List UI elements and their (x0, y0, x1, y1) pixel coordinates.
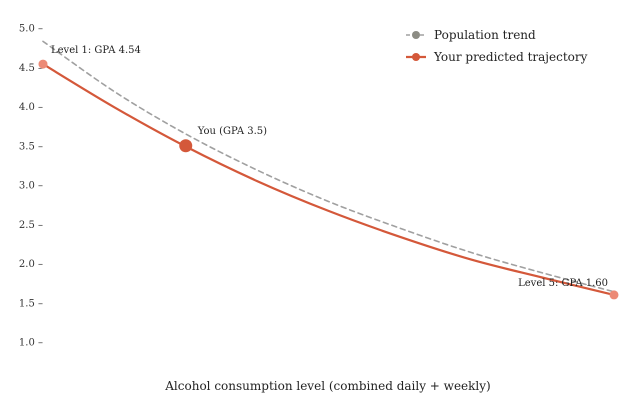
series-layer (41, 40, 616, 296)
you-point-marker (179, 139, 193, 153)
x-axis-title: Alcohol consumption level (combined dail… (164, 379, 490, 393)
y-tick-label: 3.5 – (19, 141, 43, 152)
legend-marker-your-trajectory (412, 53, 420, 61)
y-axis: 1.0 – 1.5 – 2.0 – 2.5 – 3.0 – 3.5 – 4.0 – 4.5 –… (19, 24, 43, 349)
legend: Population trend Your predicted trajecto… (406, 28, 588, 64)
y-tick-label: 2.0 – (19, 259, 43, 270)
you-point-label: You (GPA 3.5) (197, 126, 267, 137)
endpoint-marker (609, 290, 619, 300)
legend-label-population-trend: Population trend (434, 28, 536, 42)
points-layer: Level 1: GPA 4.54 You (GPA 3.5) Level 5: G… (38, 45, 619, 300)
y-tick-label: 4.0 – (19, 102, 43, 113)
legend-marker-population-trend (412, 31, 420, 39)
endpoint-label: Level 1: GPA 4.54 (51, 45, 141, 56)
y-tick-label: 1.5 – (19, 298, 43, 309)
endpoint-label: Level 5: GPA 1.60 (518, 278, 608, 289)
y-tick-label: 3.0 – (19, 181, 43, 192)
predicted-trajectory-line (41, 63, 616, 296)
y-tick-label: 1.0 – (19, 338, 43, 349)
legend-label-your-trajectory: Your predicted trajectory (433, 50, 588, 64)
population-trend-line (42, 40, 615, 293)
y-tick-label: 4.5 – (19, 63, 43, 74)
y-tick-label: 2.5 – (19, 220, 43, 231)
endpoint-marker (38, 59, 48, 69)
y-tick-label: 5.0 – (19, 24, 43, 35)
